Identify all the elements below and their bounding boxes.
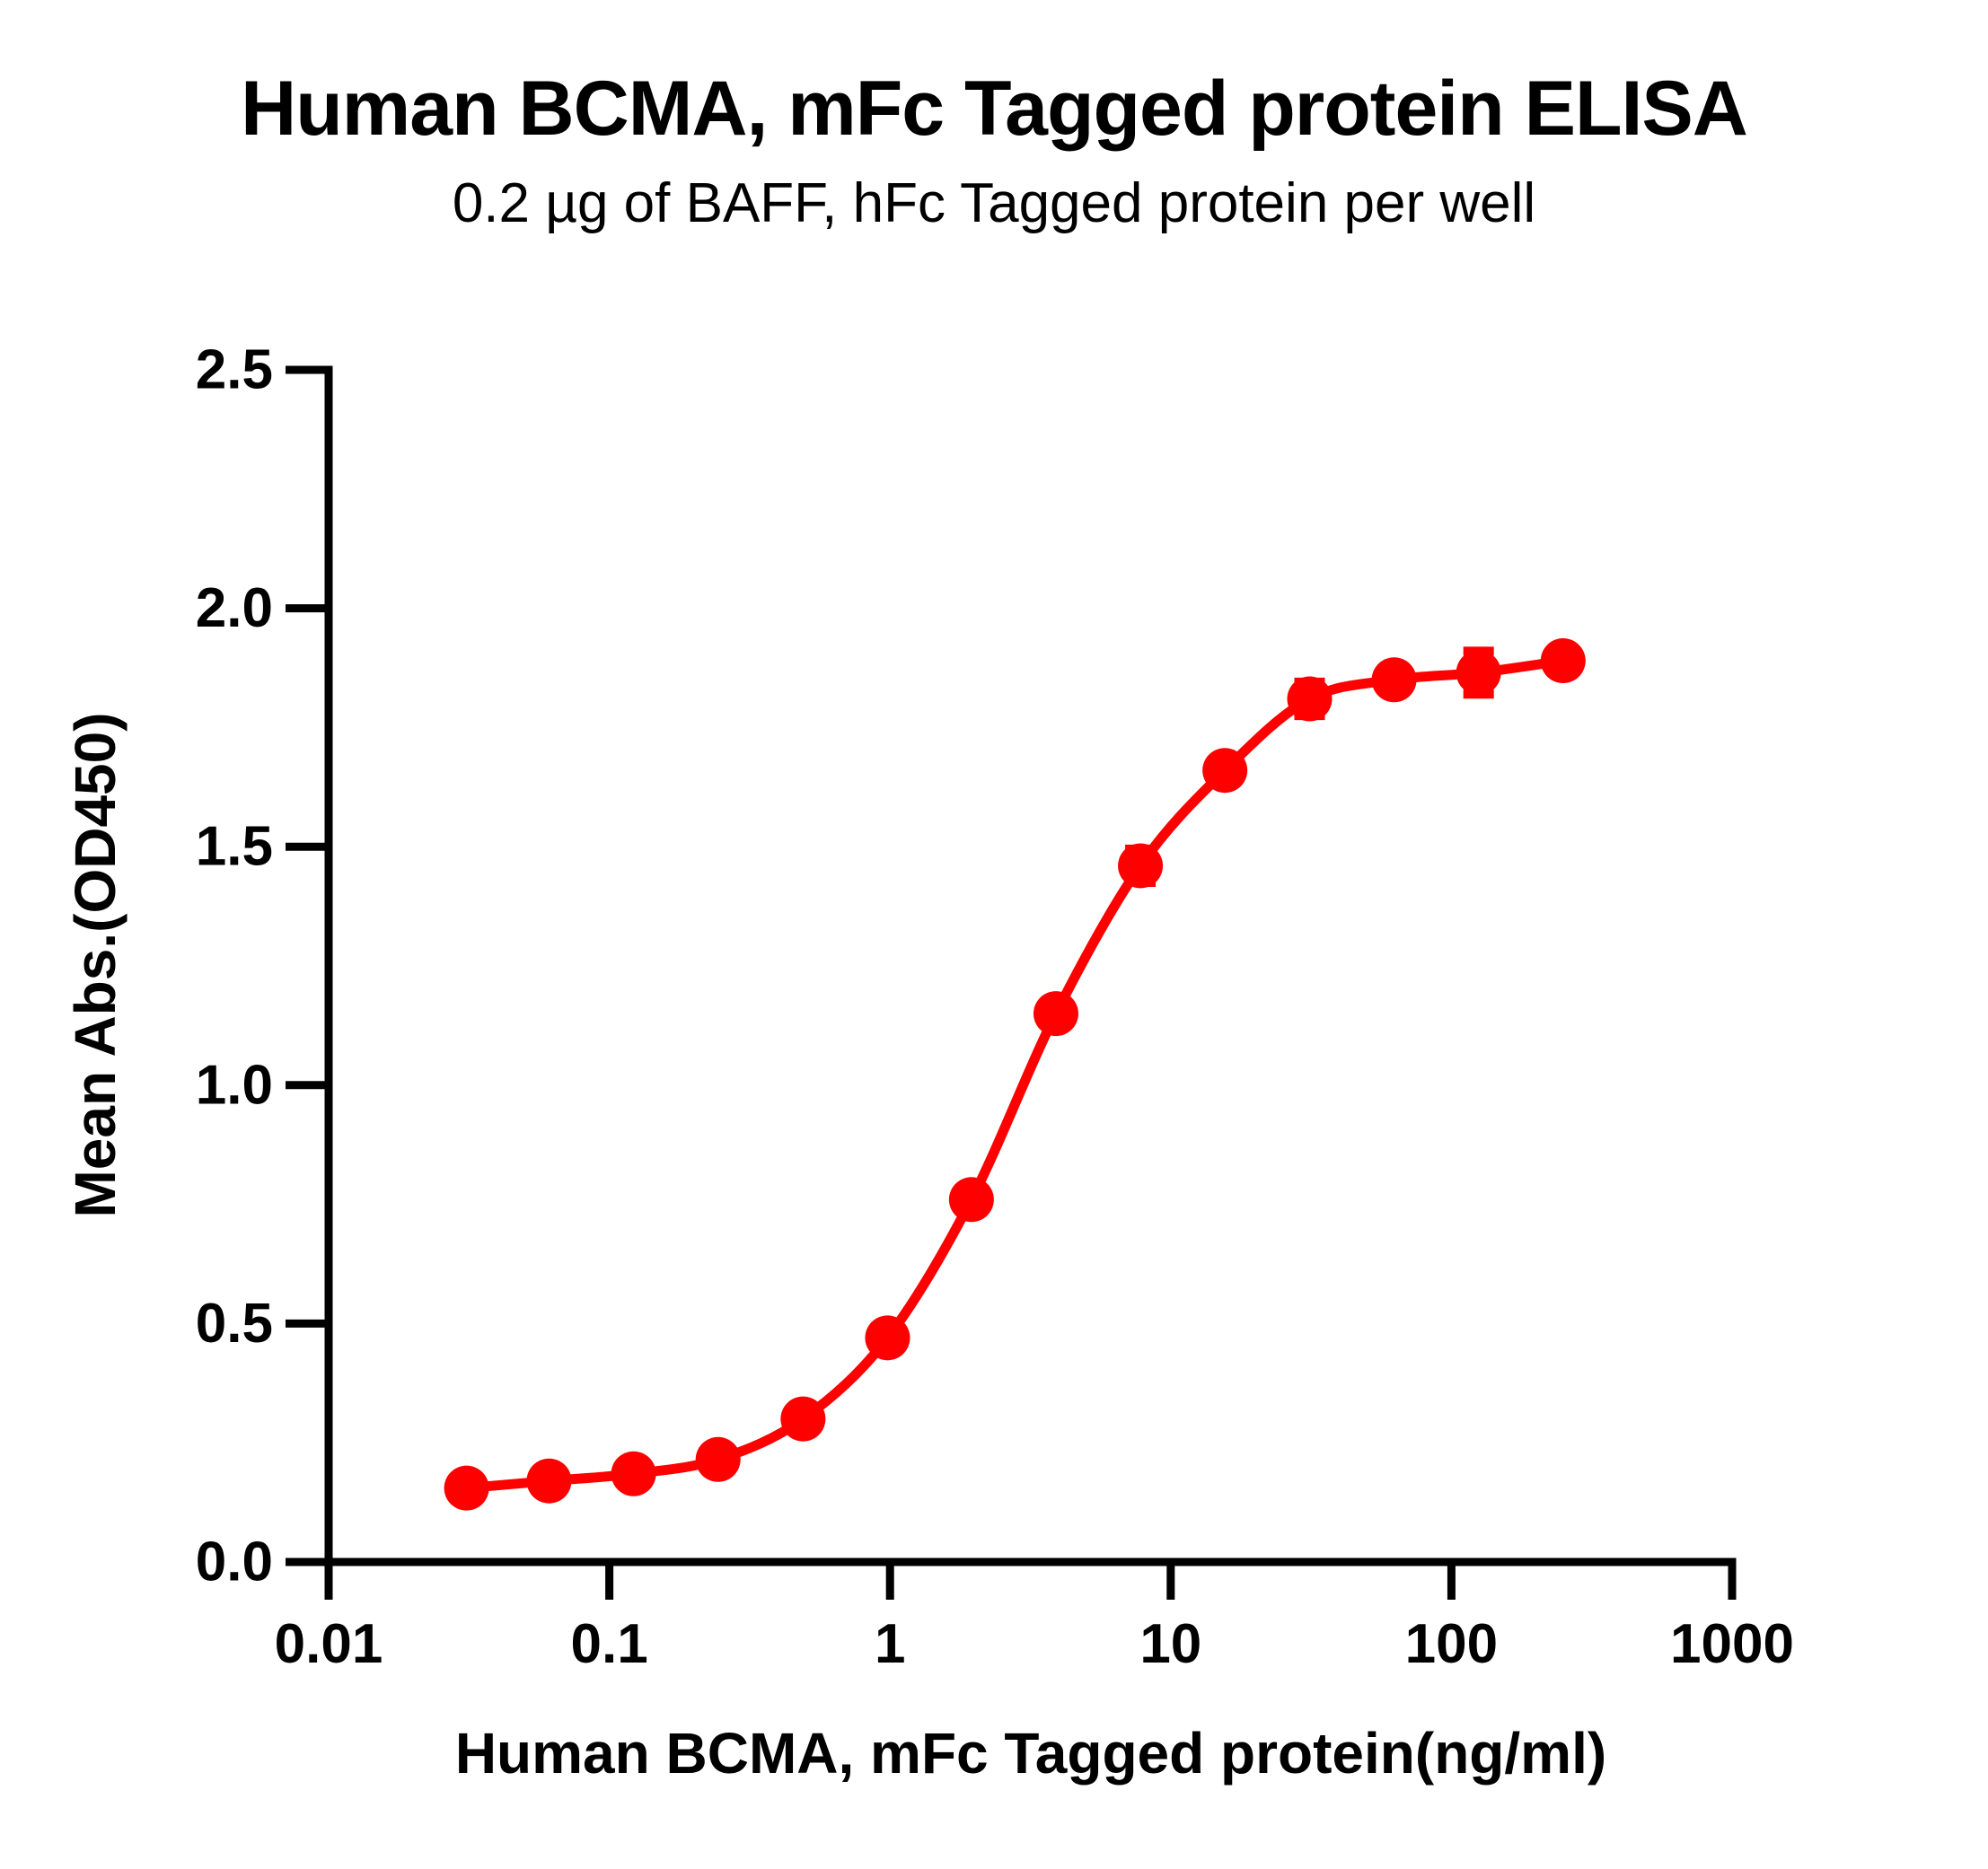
- data-point-marker: [1118, 843, 1164, 889]
- y-tick-label: 0.5: [196, 1293, 273, 1355]
- series-markers: [444, 638, 1586, 1511]
- y-tick-label: 0.0: [196, 1531, 273, 1593]
- data-point-marker: [444, 1465, 489, 1511]
- y-tick-label: 1.0: [196, 1054, 273, 1116]
- data-point-marker: [526, 1458, 572, 1504]
- y-tick-label: 1.5: [196, 816, 273, 878]
- y-axis-label: Mean Abs.(OD450): [63, 712, 128, 1217]
- data-point-marker: [1540, 638, 1586, 684]
- x-tick-label: 1: [875, 1613, 905, 1675]
- y-axis-ticks: 0.0 0.5 1.0 1.5 2.0 2.5: [196, 339, 329, 1593]
- x-axis-ticks: 0.01 0.1 1 10 100 1000: [275, 1562, 1794, 1675]
- data-point-marker: [1033, 991, 1078, 1037]
- x-axis-label: Human BCMA, mFc Tagged protein(ng/ml): [455, 1721, 1606, 1786]
- data-point-marker: [865, 1315, 910, 1361]
- data-point-marker: [948, 1177, 994, 1223]
- chart-subtitle: 0.2 µg of BAFF, hFc Tagged protein per w…: [452, 172, 1536, 234]
- data-point-marker: [611, 1451, 656, 1496]
- y-tick-label: 2.5: [196, 339, 273, 401]
- data-point-marker: [1287, 676, 1333, 722]
- data-point-marker: [1371, 657, 1417, 703]
- x-tick-label: 1000: [1670, 1613, 1794, 1675]
- data-point-marker: [695, 1436, 741, 1482]
- y-tick-label: 2.0: [196, 577, 273, 639]
- chart-title: Human BCMA, mFc Tagged protein ELISA: [241, 66, 1748, 152]
- data-point-marker: [780, 1396, 826, 1442]
- x-tick-label: 100: [1405, 1613, 1498, 1675]
- data-point-marker: [1456, 650, 1501, 696]
- data-point-marker: [1202, 748, 1248, 794]
- series-line: [462, 655, 1569, 1494]
- x-tick-label: 0.1: [570, 1613, 647, 1675]
- x-tick-label: 10: [1139, 1613, 1201, 1675]
- x-tick-label: 0.01: [275, 1613, 383, 1675]
